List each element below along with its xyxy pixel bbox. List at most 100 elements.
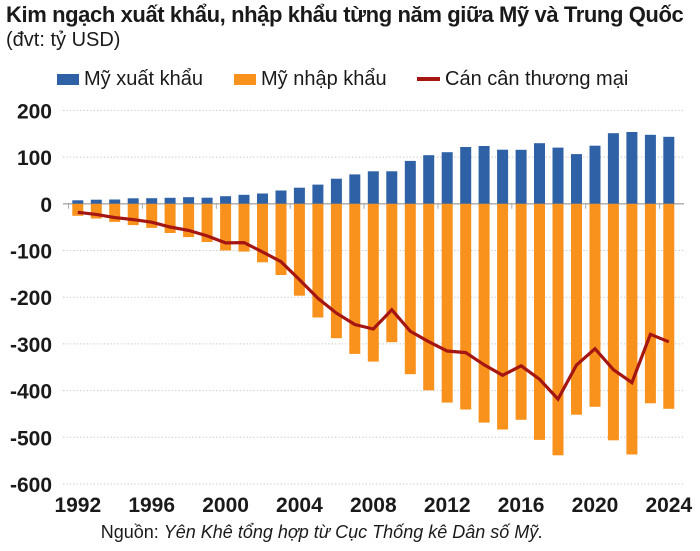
bar-imports-2006 [330,203,342,339]
bar-exports-2020 [589,145,601,204]
exports-bars [72,132,675,204]
bar-exports-2013 [460,147,472,204]
bar-imports-2017 [534,203,545,440]
bar-exports-1994 [109,199,121,204]
bar-imports-2013 [460,203,472,410]
y-tick-label: -100 [10,241,52,264]
x-tick-label: 2012 [424,494,471,517]
x-tick-label: 2016 [498,494,545,517]
chart-title: Kim ngạch xuất khẩu, nhập khẩu từng năm … [6,2,684,27]
bar-imports-1999 [201,203,213,242]
bar-exports-2003 [275,190,287,204]
bar-exports-2002 [257,193,268,204]
bar-imports-1996 [146,203,158,228]
balance-swatch-icon [417,77,440,81]
bar-imports-2010 [404,203,416,375]
bar-exports-2007 [349,174,361,204]
legend-item-exports: Mỹ xuất khẩu [57,66,203,92]
y-tick-label: -300 [10,334,52,357]
bar-imports-1994 [109,203,121,222]
bar-imports-1997 [164,203,176,233]
bar-imports-1992 [72,203,84,216]
legend-item-imports: Mỹ nhập khẩu [234,66,387,92]
y-axis-labels: 200 100 0 -100 -200 -300 -400 -500 -600 [10,100,52,497]
x-tick-label: 2020 [572,494,619,517]
y-tick-label: -600 [10,474,52,497]
x-tick-label: 2008 [350,494,397,517]
bar-exports-2010 [404,160,416,204]
source-text: Yên Khê tổng hợp từ Cục Thống kê Dân số … [163,522,544,542]
bar-exports-2014 [478,146,490,204]
bar-exports-1995 [127,198,139,204]
y-tick-label: -500 [10,427,52,450]
imports-bars [72,203,675,456]
bar-exports-2022 [626,132,638,204]
bar-exports-2016 [515,149,527,204]
x-tick-label: 1992 [54,494,101,517]
chart-subtitle: (đvt: tỷ USD) [6,29,121,51]
bar-imports-2009 [386,203,398,343]
bar-exports-2019 [571,154,582,204]
y-tick-label: 100 [17,147,52,170]
legend-label-balance: Cán cân thương mại [445,67,629,90]
bar-imports-2002 [257,203,268,263]
bar-exports-2009 [386,171,398,204]
bar-exports-1997 [164,197,176,204]
bar-imports-2012 [441,203,453,403]
bar-exports-1996 [146,198,158,204]
bar-imports-2016 [515,203,527,420]
balance-line [77,210,670,402]
legend: Mỹ xuất khẩu Mỹ nhập khẩu Cán cân thương… [0,66,700,92]
bar-exports-2011 [423,155,435,204]
bar-imports-2018 [552,203,564,456]
bar-exports-2004 [293,187,305,204]
bar-exports-2001 [238,194,250,204]
bar-exports-1993 [90,199,102,204]
bar-imports-2003 [275,203,287,275]
bar-exports-2017 [534,143,545,204]
bar-imports-2022 [626,203,638,455]
bar-imports-2011 [423,203,435,391]
bar-imports-2008 [367,203,379,362]
bar-exports-2005 [312,184,324,204]
legend-label-exports: Mỹ xuất khẩu [84,67,203,90]
bar-imports-2007 [349,203,361,354]
bar-imports-2001 [238,203,250,252]
bar-exports-1999 [201,197,213,204]
bar-imports-2015 [497,203,509,430]
bar-exports-2024 [663,136,675,204]
source-note: Nguồn: Yên Khê tổng hợp từ Cục Thống kê D… [0,522,700,543]
bar-imports-2024 [663,203,675,409]
bar-imports-1995 [127,203,139,226]
x-axis-labels: 1992 1996 2000 2004 2008 2012 2016 2020 2024 [54,494,692,517]
legend-item-balance: Cán cân thương mại [417,66,628,92]
bar-exports-2008 [367,171,379,204]
bar-imports-1998 [183,203,195,238]
bar-imports-1993 [90,203,102,219]
bar-exports-2015 [497,149,509,204]
bar-exports-2000 [220,196,232,204]
x-tick-label: 2004 [276,494,323,517]
exports-swatch-icon [57,73,79,85]
bar-exports-2006 [330,178,342,204]
source-prefix: Nguồn: [100,522,159,542]
y-tick-label: -200 [10,287,52,310]
bar-imports-2014 [478,203,490,423]
bar-imports-2005 [312,203,324,318]
x-tick-label: 2000 [202,494,249,517]
legend-label-imports: Mỹ nhập khẩu [261,67,387,90]
bar-imports-2020 [589,203,601,407]
x-tick-label: 2024 [645,494,692,517]
y-tick-label: 200 [17,100,52,123]
bar-imports-2000 [220,203,232,251]
bar-imports-2021 [607,203,619,441]
bar-exports-1998 [183,197,195,204]
x-tick-label: 1996 [128,494,175,517]
bar-exports-1992 [72,200,84,204]
bar-exports-2023 [644,134,656,204]
bar-exports-2018 [552,147,564,204]
bar-imports-2019 [571,203,582,415]
bar-exports-2021 [607,133,619,204]
y-tick-label: 0 [40,194,52,217]
